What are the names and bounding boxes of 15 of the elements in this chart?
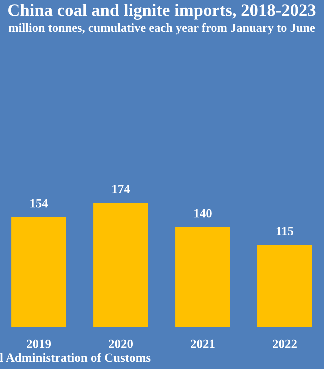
bar (176, 227, 230, 327)
chart-subtitle: million tonnes, cumulative each year from January to June (8, 23, 316, 35)
data-label: 174 (112, 185, 130, 194)
text: l Administration of Customs (0, 353, 151, 362)
data-label: 154 (30, 199, 48, 208)
x-tick-label: 2022 (273, 340, 297, 348)
data-label: 115 (276, 227, 294, 236)
chart-title: China coal and lignite imports, 2018-2023 (8, 4, 316, 20)
bar (94, 203, 148, 327)
x-tick-label: 2019 (27, 340, 52, 348)
bar (258, 245, 312, 327)
x-tick-label: 2021 (191, 340, 215, 348)
x-tick-label: 2020 (109, 340, 134, 348)
bar (12, 217, 66, 327)
data-label: 140 (194, 209, 212, 218)
